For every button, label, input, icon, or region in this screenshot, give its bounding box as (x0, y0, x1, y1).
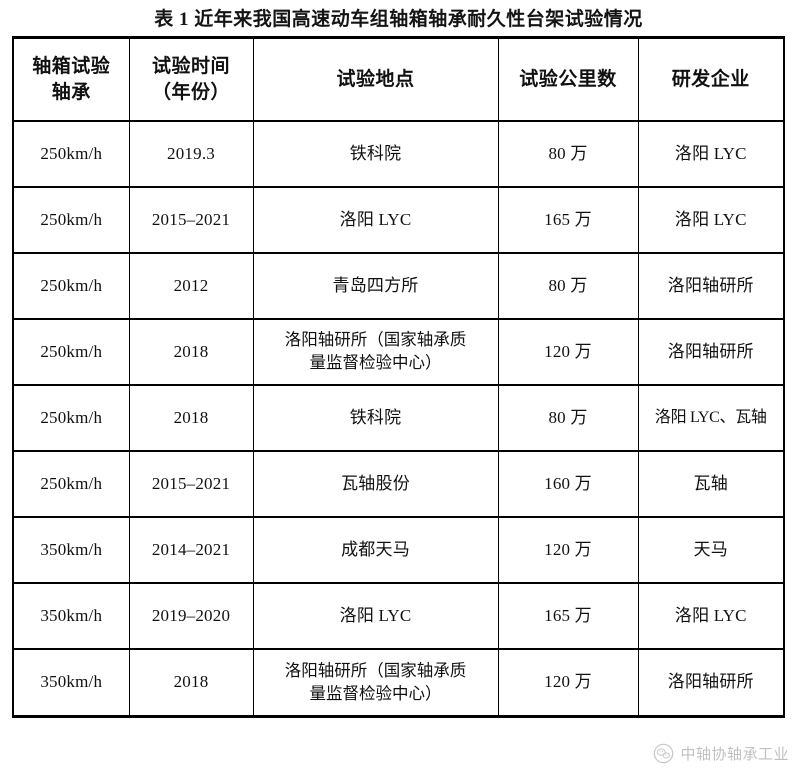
column-header-place: 试验地点 (252, 39, 499, 122)
cell-mileage: 80 万 (497, 120, 639, 188)
cell-company: 天马 (637, 516, 783, 584)
cell-place: 洛阳轴研所（国家轴承质 量监督检验中心） (252, 648, 499, 715)
cell-place-line1: 铁科院 (349, 143, 402, 163)
cell-time: 2018 (128, 384, 254, 452)
watermark: 中轴协轴承工业 (653, 743, 789, 764)
cell-place-line1: 瓦轴股份 (341, 473, 410, 493)
cell-place: 青岛四方所 (252, 252, 499, 320)
table-row: 350km/h 2014–2021 成都天马 120 万天马 (14, 516, 783, 584)
cell-bearing: 250km/h (14, 450, 130, 518)
cell-place: 成都天马 (252, 516, 499, 584)
column-header-time: 试验时间 （年份） (128, 39, 254, 122)
cell-company: 洛阳 LYC (637, 186, 783, 254)
cell-mileage: 120 万 (497, 516, 639, 584)
column-header-bearing: 轴箱试验 轴承 (14, 39, 130, 122)
cell-company: 洛阳轴研所 (637, 318, 783, 386)
table-row: 250km/h 2015–2021 瓦轴股份 160 万瓦轴 (14, 450, 783, 518)
table-row: 350km/h 2018 洛阳轴研所（国家轴承质 量监督检验中心） 120 万洛阳轴研所 (14, 648, 783, 715)
table-caption: 表 1 近年来我国高速动车组轴箱轴承耐久性台架试验情况 (154, 9, 643, 30)
cell-time: 2019.3 (128, 120, 254, 188)
cell-bearing: 350km/h (14, 648, 130, 715)
header-bearing-line1: 轴箱试验 (32, 56, 111, 78)
wechat-circle-icon (653, 743, 674, 764)
watermark-text: 中轴协轴承工业 (680, 747, 789, 763)
cell-place: 洛阳轴研所（国家轴承质 量监督检验中心） (252, 318, 499, 386)
cell-mileage: 120 万 (497, 648, 639, 715)
cell-bearing: 250km/h (14, 120, 130, 188)
cell-place: 铁科院 (252, 384, 499, 452)
cell-time: 2018 (128, 648, 254, 715)
cell-place: 瓦轴股份 (252, 450, 499, 518)
cell-time: 2012 (128, 252, 254, 320)
cell-company: 洛阳轴研所 (637, 648, 783, 715)
column-header-mileage: 试验公里数 (497, 39, 639, 122)
cell-place: 铁科院 (252, 120, 499, 188)
bench-test-table: 轴箱试验 轴承 试验时间 （年份） 试验地点 试验公里数 研发企业 (14, 39, 783, 715)
table-row: 250km/h 2015–2021 洛阳 LYC 165 万洛阳 LYC (14, 186, 783, 254)
cell-place: 洛阳 LYC (252, 582, 499, 650)
cell-mileage: 120 万 (497, 318, 639, 386)
header-time-line1: 试验时间 (151, 56, 230, 78)
cell-company: 洛阳轴研所 (637, 252, 783, 320)
cell-time: 2019–2020 (128, 582, 254, 650)
header-row: 轴箱试验 轴承 试验时间 （年份） 试验地点 试验公里数 研发企业 (14, 39, 783, 122)
cell-mileage: 160 万 (497, 450, 639, 518)
table-row: 250km/h 2018 铁科院 80 万洛阳 LYC、瓦轴 (14, 384, 783, 452)
cell-bearing: 350km/h (14, 516, 130, 584)
cell-place-line1: 铁科院 (349, 407, 402, 427)
cell-time: 2015–2021 (128, 450, 254, 518)
cell-time: 2015–2021 (128, 186, 254, 254)
header-time-line2: （年份） (151, 81, 230, 103)
cell-time: 2014–2021 (128, 516, 254, 584)
cell-place-line1: 洛阳轴研所（国家轴承质 (284, 660, 467, 680)
cell-company: 洛阳 LYC (637, 120, 783, 188)
cell-bearing: 350km/h (14, 582, 130, 650)
table-header: 轴箱试验 轴承 试验时间 （年份） 试验地点 试验公里数 研发企业 (14, 39, 783, 122)
cell-mileage: 165 万 (497, 186, 639, 254)
cell-bearing: 250km/h (14, 384, 130, 452)
table-body: 250km/h 2019.3 铁科院 80 万洛阳 LYC 250km/h 2015–20… (14, 120, 783, 715)
cell-time: 2018 (128, 318, 254, 386)
table-row: 250km/h 2018 洛阳轴研所（国家轴承质 量监督检验中心） 120 万洛阳轴研所 (14, 318, 783, 386)
cell-company: 瓦轴 (637, 450, 783, 518)
cell-bearing: 250km/h (14, 252, 130, 320)
header-mileage-line1: 试验公里数 (519, 68, 617, 90)
cell-place-line1: 洛阳 LYC (339, 209, 412, 229)
table-row: 250km/h 2012 青岛四方所 80 万洛阳轴研所 (14, 252, 783, 320)
cell-mileage: 80 万 (497, 252, 639, 320)
cell-bearing: 250km/h (14, 318, 130, 386)
cell-place-line1: 洛阳轴研所（国家轴承质 (284, 330, 467, 350)
cell-company: 洛阳 LYC (637, 582, 783, 650)
cell-place-line2: 量监督检验中心） (309, 353, 442, 372)
cell-place-line2: 量监督检验中心） (309, 683, 442, 703)
cell-mileage: 165 万 (497, 582, 639, 650)
cell-place-line1: 洛阳 LYC (339, 605, 412, 625)
header-company-line1: 研发企业 (671, 68, 750, 90)
cell-place: 洛阳 LYC (252, 186, 499, 254)
cell-company: 洛阳 LYC、瓦轴 (637, 384, 783, 452)
column-header-company: 研发企业 (637, 39, 783, 122)
cell-place-line1: 成都天马 (341, 539, 410, 559)
table-row: 350km/h 2019–2020 洛阳 LYC 165 万洛阳 LYC (14, 582, 783, 650)
header-bearing-line2: 轴承 (51, 81, 91, 103)
table-row: 250km/h 2019.3 铁科院 80 万洛阳 LYC (14, 120, 783, 188)
header-place-line1: 试验地点 (336, 68, 415, 90)
table-container: 轴箱试验 轴承 试验时间 （年份） 试验地点 试验公里数 研发企业 (12, 36, 785, 718)
cell-mileage: 80 万 (497, 384, 639, 452)
cell-bearing: 250km/h (14, 186, 130, 254)
cell-place-line1: 青岛四方所 (332, 275, 419, 295)
